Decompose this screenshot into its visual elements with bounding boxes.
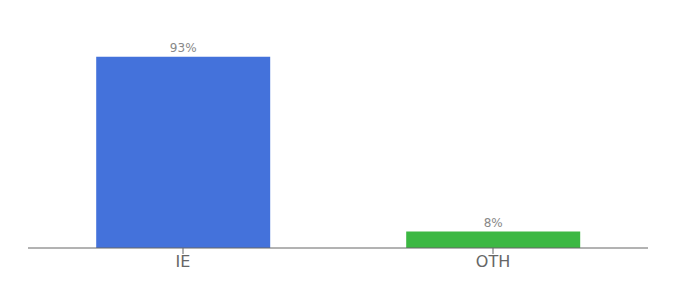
svg-text:OTH: OTH xyxy=(476,252,510,271)
svg-text:IE: IE xyxy=(176,252,191,271)
svg-text:8%: 8% xyxy=(484,216,503,230)
svg-text:93%: 93% xyxy=(170,41,197,55)
